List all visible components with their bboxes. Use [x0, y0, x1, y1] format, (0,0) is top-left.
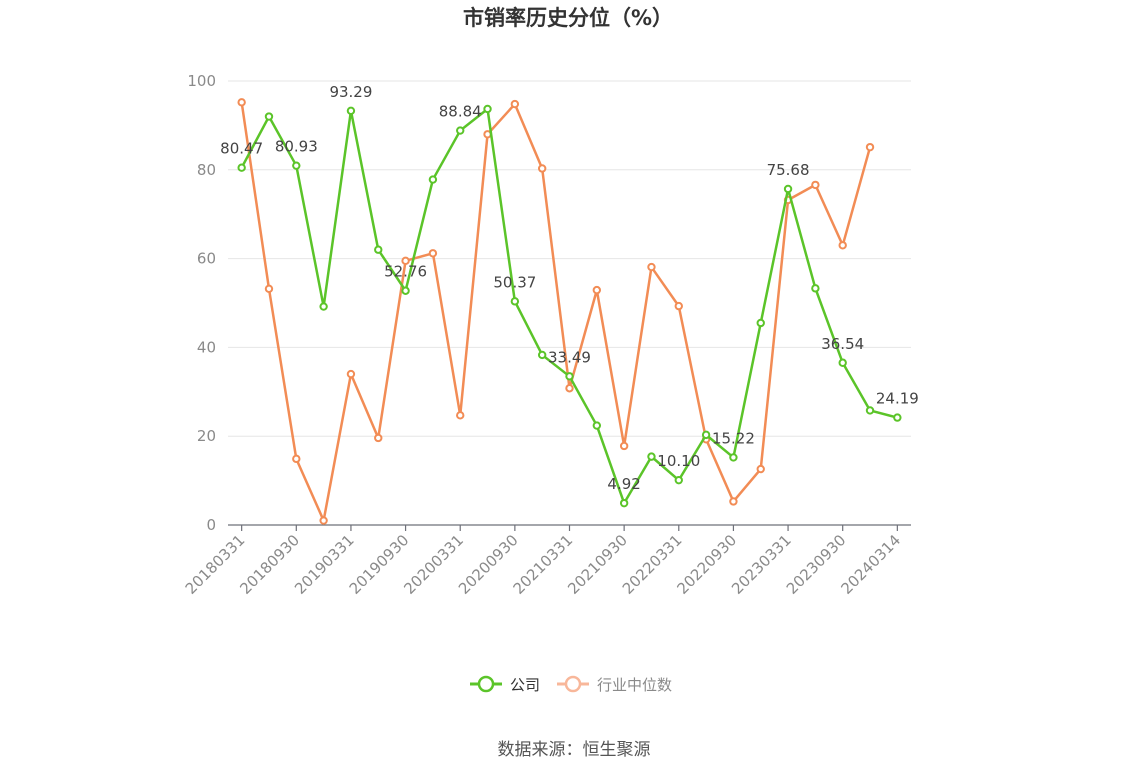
data-point-industry: [537, 164, 547, 173]
y-tick-label: 40: [197, 338, 216, 356]
data-point-industry: [428, 249, 438, 258]
data-point-company: [537, 350, 547, 360]
y-tick-label: 0: [206, 516, 216, 534]
data-point-company: [264, 112, 274, 121]
data-point-company: [893, 413, 902, 422]
data-point-company: [592, 421, 602, 430]
data-point-industry: [838, 241, 847, 250]
legend[interactable]: 公司 行业中位数: [470, 675, 672, 694]
data-point-company: [647, 452, 656, 461]
data-point-company: [374, 245, 383, 254]
data-point-company: [838, 358, 847, 367]
y-tick-label: 20: [197, 427, 216, 445]
data-point-company: [674, 475, 683, 485]
series: [237, 98, 902, 525]
data-point-industry: [237, 98, 246, 107]
data-label-company: 93.29: [329, 83, 372, 101]
chart-title: 市销率历史分位（%）: [463, 6, 673, 30]
legend-marker-company: [477, 675, 495, 693]
data-point-industry: [756, 464, 765, 474]
y-tick-label: 100: [187, 72, 216, 90]
x-tick-label: 20240314: [837, 531, 904, 598]
data-point-industry: [811, 180, 820, 190]
data-point-industry: [510, 99, 520, 109]
data-label-company: 80.47: [220, 140, 263, 158]
data-point-company: [701, 430, 711, 440]
data-point-industry: [592, 285, 602, 295]
data-point-company: [237, 163, 246, 172]
data-label-company: 50.37: [493, 273, 536, 291]
data-point-company: [401, 286, 410, 295]
data-point-industry: [456, 411, 465, 420]
data-point-industry: [674, 301, 683, 311]
data-label-company: 75.68: [767, 161, 810, 179]
data-point-company: [619, 498, 629, 508]
data-point-company: [483, 104, 492, 114]
data-point-industry: [292, 454, 301, 464]
data-labels: 80.47 80.93 93.29 52.76 88.84 50.37 33.49 4.92 1…: [220, 83, 919, 493]
legend-item-company[interactable]: 公司: [470, 675, 540, 694]
data-point-company: [292, 161, 301, 170]
data-point-company: [456, 126, 465, 135]
data-point-company: [729, 453, 738, 462]
data-label-company: 15.22: [712, 429, 755, 447]
data-point-company: [756, 318, 765, 328]
data-point-industry: [729, 497, 738, 506]
data-label-company: 88.84: [439, 103, 482, 121]
data-point-company: [428, 175, 438, 184]
data-point-company: [319, 302, 328, 311]
data-point-industry: [619, 441, 629, 451]
series-line-industry: [240, 102, 872, 522]
data-point-industry: [374, 433, 383, 443]
data-point-company: [346, 106, 356, 115]
data-label-company: 24.19: [876, 390, 919, 408]
data-label-company: 33.49: [548, 348, 591, 366]
legend-label-industry: 行业中位数: [597, 676, 672, 694]
data-point-company: [811, 284, 820, 293]
y-tick-label: 60: [197, 250, 216, 268]
data-point-industry: [401, 256, 410, 266]
legend-label-company: 公司: [510, 676, 540, 694]
data-point-industry: [319, 516, 328, 525]
data-point-company: [865, 406, 875, 415]
data-point-industry: [264, 284, 274, 293]
data-point-industry: [346, 369, 356, 379]
legend-item-industry[interactable]: 行业中位数: [557, 675, 672, 694]
data-label-company: 52.76: [384, 263, 427, 281]
data-point-industry: [565, 384, 574, 393]
data-point-company: [565, 372, 574, 381]
y-tick-label: 80: [197, 161, 216, 179]
data-label-company: 10.10: [657, 452, 700, 470]
data-label-company: 36.54: [821, 335, 864, 353]
legend-marker-industry: [564, 675, 582, 693]
data-point-industry: [865, 142, 875, 152]
source-note: 数据来源：恒生聚源: [498, 740, 651, 760]
data-point-company: [783, 184, 793, 194]
data-label-company: 80.93: [275, 138, 318, 156]
data-point-company: [510, 297, 520, 306]
data-point-industry: [647, 262, 656, 272]
data-label-company: 4.92: [607, 475, 640, 493]
